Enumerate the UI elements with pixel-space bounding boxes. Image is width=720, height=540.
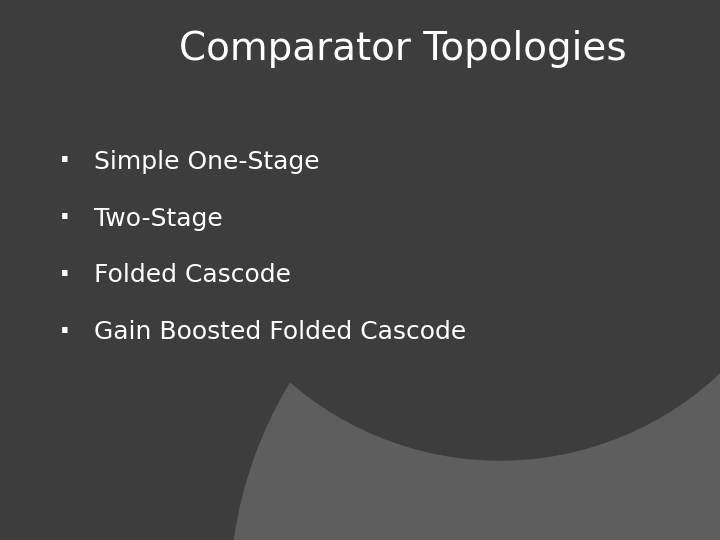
Circle shape bbox=[230, 180, 720, 540]
Text: ·: · bbox=[59, 204, 71, 233]
Circle shape bbox=[480, 50, 720, 540]
Text: Comparator Topologies: Comparator Topologies bbox=[179, 30, 627, 68]
Circle shape bbox=[140, 0, 720, 360]
Text: ·: · bbox=[59, 261, 71, 290]
Text: ·: · bbox=[59, 147, 71, 177]
Text: Folded Cascode: Folded Cascode bbox=[94, 264, 291, 287]
Text: Gain Boosted Folded Cascode: Gain Boosted Folded Cascode bbox=[94, 320, 466, 344]
Text: Simple One-Stage: Simple One-Stage bbox=[94, 150, 319, 174]
Circle shape bbox=[180, 0, 720, 460]
Text: ·: · bbox=[59, 318, 71, 347]
Text: Two-Stage: Two-Stage bbox=[94, 207, 222, 231]
